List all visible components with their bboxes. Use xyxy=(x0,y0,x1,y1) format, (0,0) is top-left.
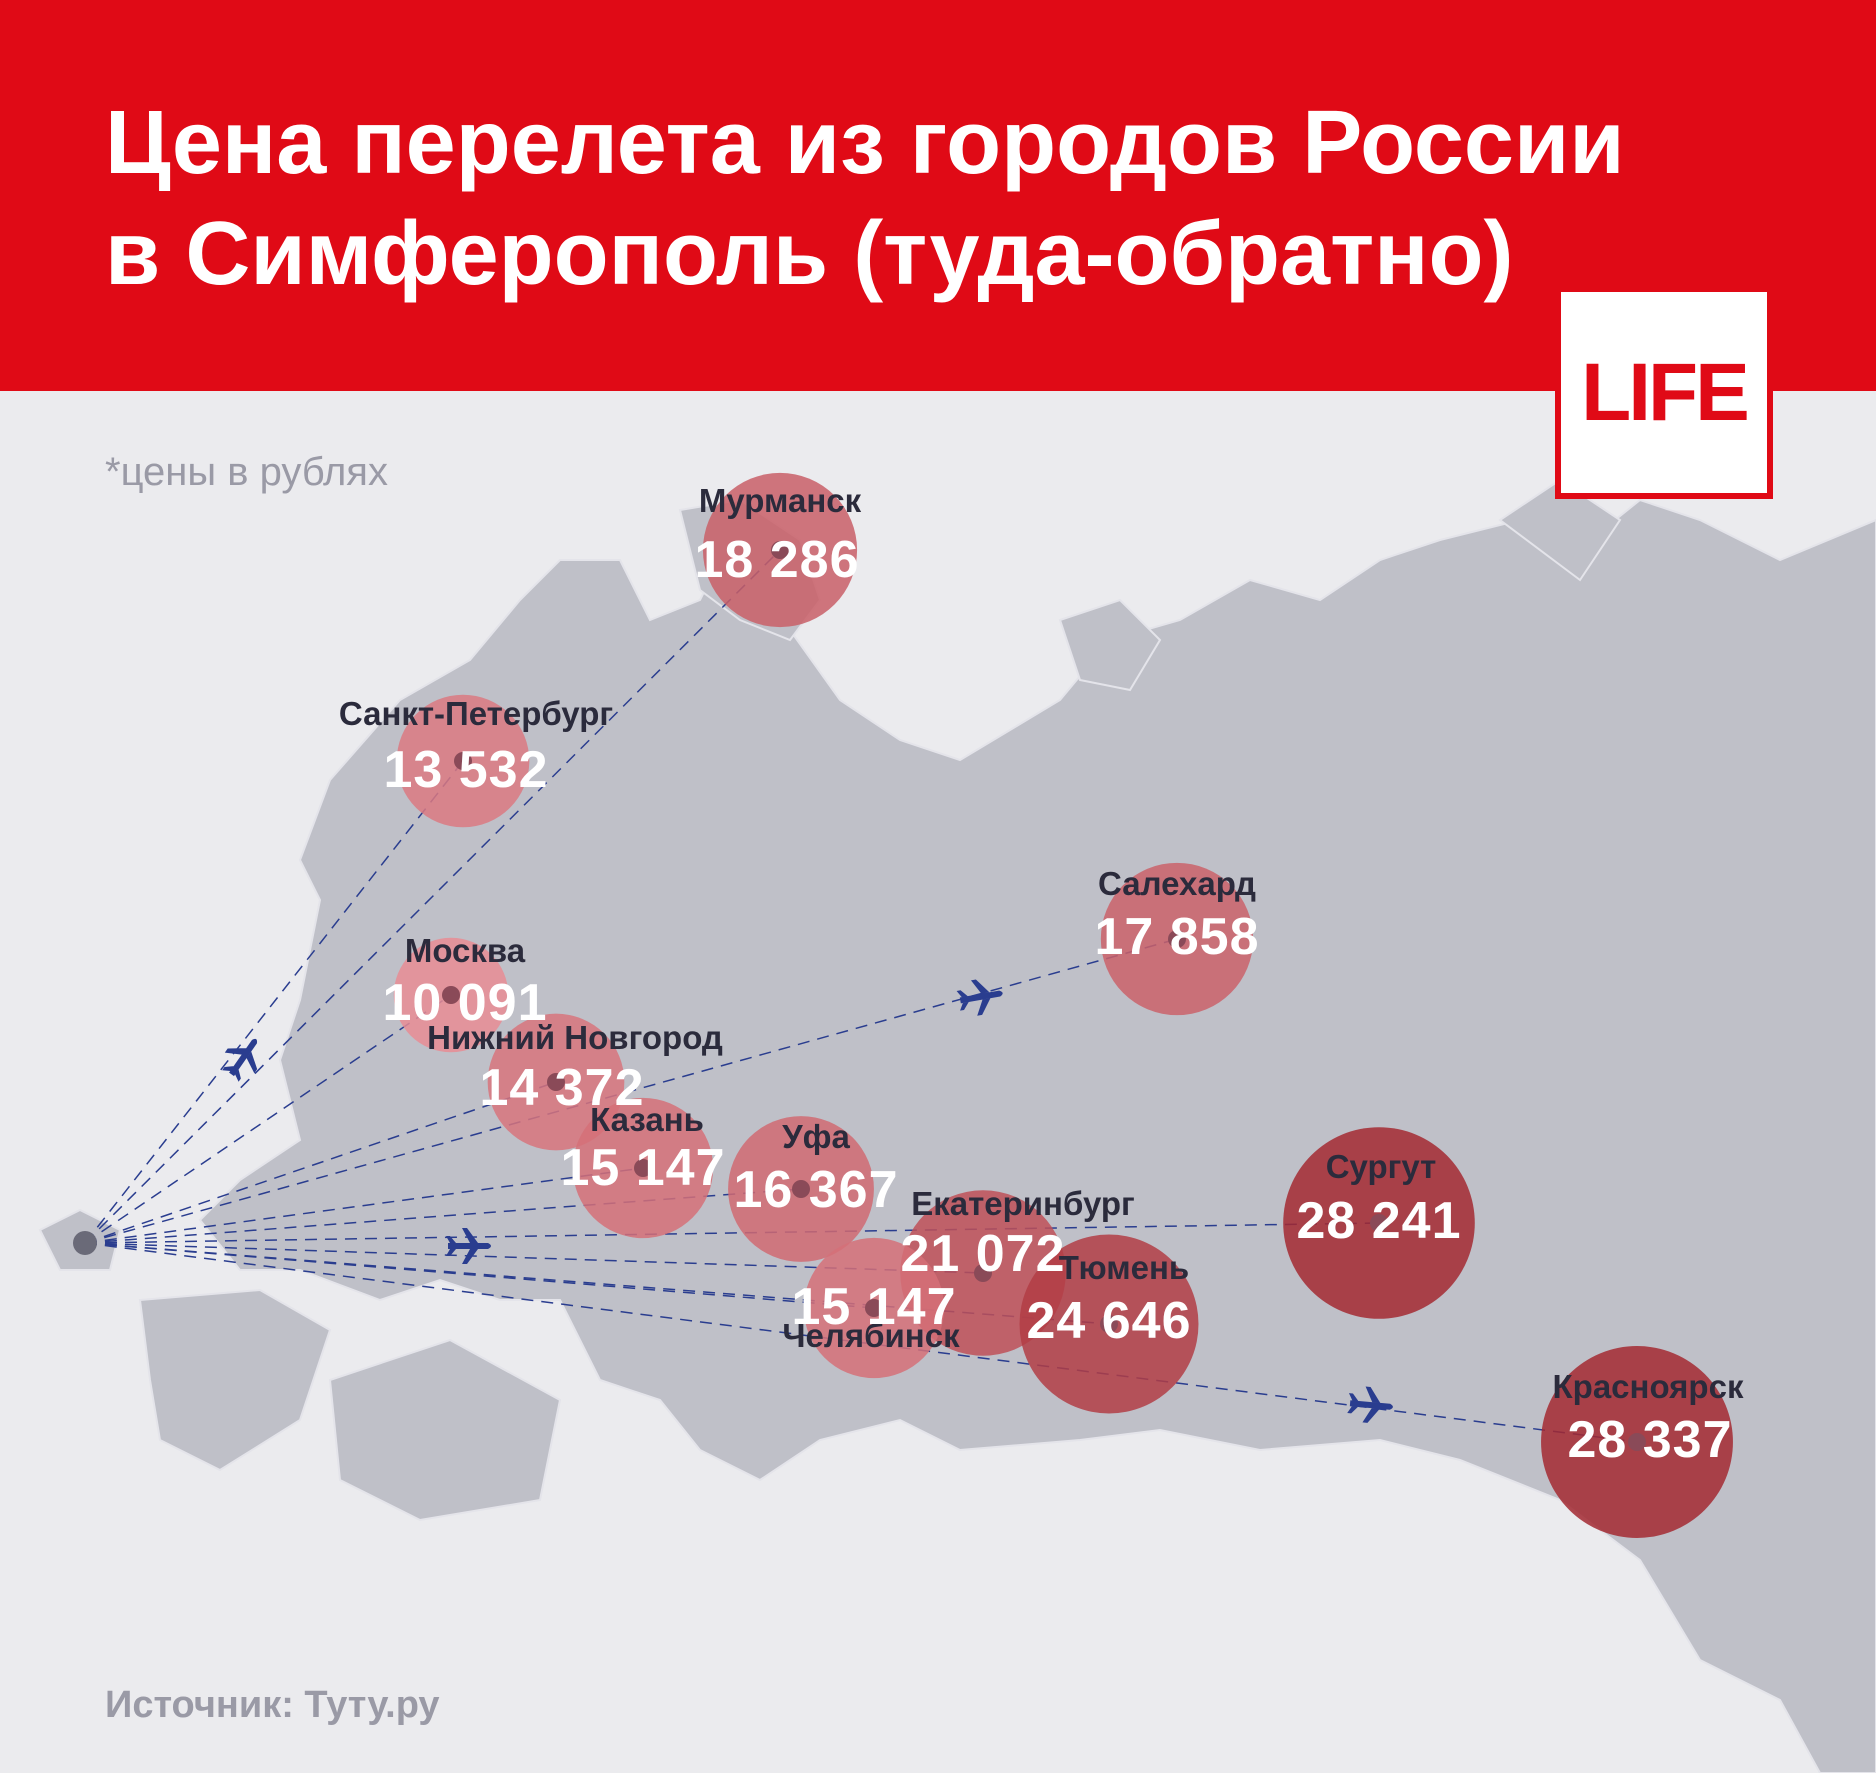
title-line: Цена перелета из городов России xyxy=(105,93,1625,193)
title-line: в Симферополь (туда-обратно) xyxy=(105,204,1513,304)
city-name: Сургут xyxy=(1326,1148,1437,1185)
city-dot xyxy=(634,1159,652,1177)
plane-icon xyxy=(446,1228,491,1264)
city-name: Челябинск xyxy=(782,1317,960,1354)
note: *цены в рублях xyxy=(105,450,388,494)
price-label: 17 858 xyxy=(1094,908,1259,966)
price-label: 13 532 xyxy=(383,741,548,799)
plane-icon xyxy=(1347,1386,1393,1423)
city-dot xyxy=(771,541,789,559)
price-label: 14 372 xyxy=(479,1059,644,1117)
price-label: 18 286 xyxy=(694,531,859,589)
city-name: Салехард xyxy=(1098,865,1256,902)
city-name: Тюмень xyxy=(1059,1249,1189,1286)
city-name: Екатеринбург xyxy=(911,1185,1135,1222)
price-label: 15 147 xyxy=(560,1139,725,1197)
price-label: 16 367 xyxy=(733,1161,898,1219)
logo-box xyxy=(1555,286,1773,499)
city-circles xyxy=(393,472,1733,1538)
price-label: 28 337 xyxy=(1567,1411,1732,1469)
price-label: 28 241 xyxy=(1296,1192,1461,1250)
city-labels: Мурманск 18 286 Санкт-Петербург 13 532 Москв… xyxy=(339,482,1744,1469)
routes xyxy=(84,549,1638,1443)
city-dot xyxy=(1168,930,1186,948)
price-label: 21 072 xyxy=(900,1225,1065,1283)
city-dot xyxy=(1628,1433,1646,1451)
route-line xyxy=(84,1222,1380,1244)
price-label: 24 646 xyxy=(1026,1292,1191,1350)
city-dot xyxy=(442,986,460,1004)
city-name: Нижний Новгород xyxy=(427,1019,723,1056)
city-name: Красноярск xyxy=(1553,1368,1744,1405)
city-name: Казань xyxy=(590,1101,704,1138)
plane-icon xyxy=(222,1038,258,1082)
route-line xyxy=(84,1081,557,1244)
city-name: Москва xyxy=(405,932,526,969)
city-name: Мурманск xyxy=(699,482,862,519)
route-line xyxy=(84,549,781,1244)
plane-icon xyxy=(956,979,1003,1016)
source: Источник: Туту.ру xyxy=(105,1684,440,1726)
city-dot xyxy=(454,752,472,770)
city-dot xyxy=(1370,1214,1388,1232)
city-dot xyxy=(1100,1315,1118,1333)
city-dot xyxy=(974,1264,992,1282)
city-name: Уфа xyxy=(782,1118,850,1155)
city-dot xyxy=(547,1073,565,1091)
city-dot xyxy=(792,1180,810,1198)
price-label: 10 091 xyxy=(382,974,547,1032)
route-line xyxy=(84,760,464,1244)
logo: LIFE xyxy=(1581,347,1747,438)
simferopol-dot xyxy=(73,1231,97,1255)
route-line xyxy=(84,1242,1110,1325)
route-line xyxy=(84,938,1178,1244)
route-line xyxy=(84,994,452,1244)
route-line xyxy=(84,1167,644,1244)
city-dot xyxy=(865,1299,883,1317)
city-name: Санкт-Петербург xyxy=(339,695,613,732)
price-label: 15 147 xyxy=(791,1278,956,1336)
